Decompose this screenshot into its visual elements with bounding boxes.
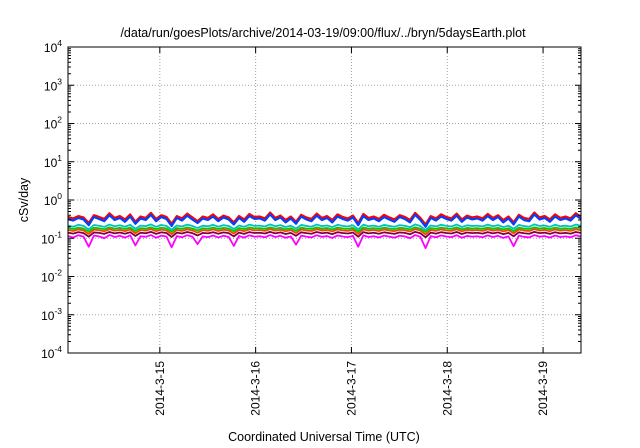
x-tick-label: 2014-3-15 bbox=[153, 361, 167, 416]
y-tick-label: 10-3 bbox=[41, 306, 62, 323]
y-tick-label: 100 bbox=[44, 191, 62, 208]
chart-title: /data/run/goesPlots/archive/2014-03-19/0… bbox=[120, 26, 526, 40]
x-axis-label: Coordinated Universal Time (UTC) bbox=[228, 430, 420, 444]
series-line bbox=[67, 226, 582, 233]
series-line bbox=[67, 228, 582, 236]
y-tick-label: 104 bbox=[44, 38, 62, 55]
y-tick-labels: 10-4 10-3 10-2 10-1 100 101 102 103 104 bbox=[41, 38, 62, 361]
x-tick-label: 2014-3-19 bbox=[536, 361, 550, 416]
series-line bbox=[67, 211, 582, 226]
series-line bbox=[67, 213, 582, 228]
grid bbox=[68, 47, 581, 353]
y-tick-label: 10-2 bbox=[41, 268, 62, 285]
plot-frame bbox=[67, 46, 582, 354]
y-axis-label: cSv/day bbox=[17, 177, 31, 222]
x-tick-label: 2014-3-16 bbox=[249, 361, 263, 416]
y-tick-label: 102 bbox=[44, 115, 62, 132]
x-tick-labels: 2014-3-15 2014-3-16 2014-3-17 2014-3-18 2014… bbox=[153, 361, 550, 416]
x-tick-label: 2014-3-17 bbox=[344, 361, 358, 416]
series-line bbox=[67, 223, 582, 231]
y-tick-label: 103 bbox=[44, 76, 62, 93]
x-tick-label: 2014-3-18 bbox=[440, 361, 454, 416]
y-tick-label: 10-4 bbox=[41, 344, 62, 361]
series-group bbox=[67, 211, 582, 250]
axis-ticks bbox=[68, 46, 581, 354]
series-line bbox=[67, 234, 582, 250]
y-tick-label: 10-1 bbox=[41, 229, 62, 246]
y-tick-label: 101 bbox=[44, 153, 62, 170]
series-line bbox=[67, 230, 582, 239]
